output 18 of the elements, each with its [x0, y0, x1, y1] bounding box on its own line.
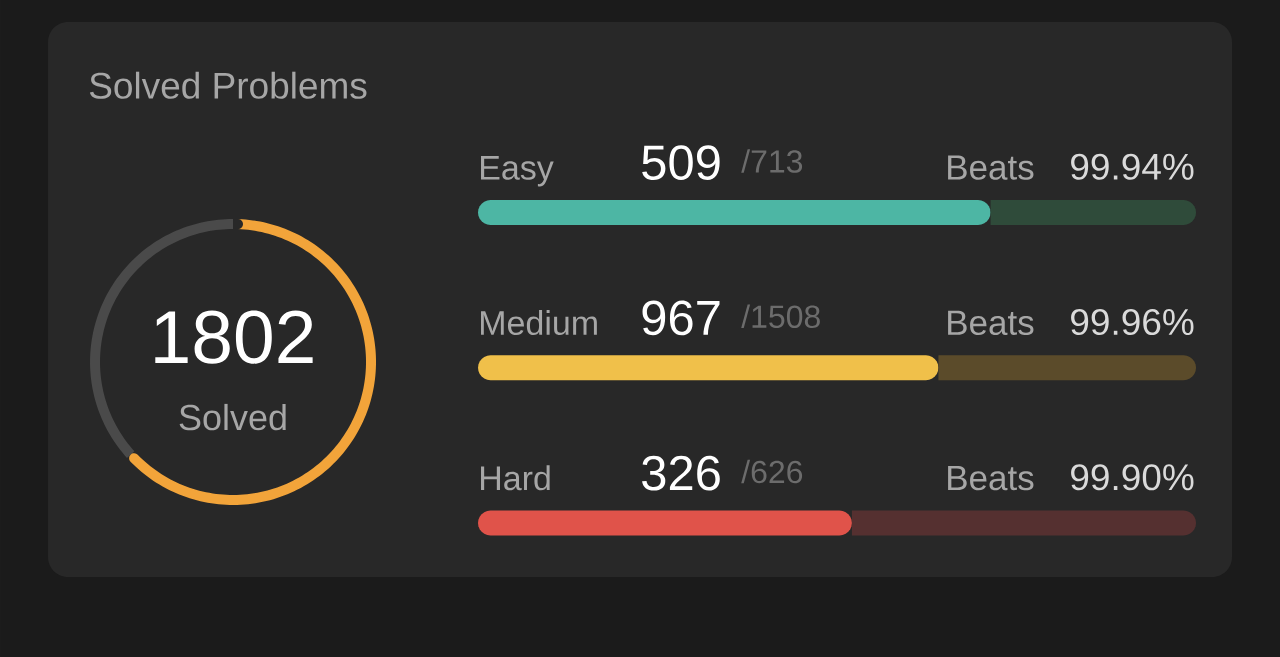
total-label: /1508 [741, 304, 820, 329]
annotation: Beats [948, 155, 1034, 180]
y-tick-label: Medium [481, 310, 597, 336]
data-label: 509 [642, 145, 720, 180]
annotation: 99.96% [1071, 308, 1194, 336]
y-tick-label: Easy [481, 156, 554, 187]
data-label: 1802 [155, 310, 313, 364]
total-label: /713 [741, 149, 803, 173]
total-label: /626 [741, 459, 803, 484]
data-label: 967 [642, 300, 720, 336]
annotation: 99.94% [1071, 153, 1194, 180]
chart-title: Solved Problems [89, 71, 367, 99]
annotation: Beats [948, 465, 1034, 491]
data-label: 326 [642, 455, 720, 491]
annotation: 99.90% [1071, 464, 1194, 491]
annotation: Beats [948, 310, 1034, 336]
y-tick-label: Hard [481, 465, 550, 491]
slice-label: Solved [179, 403, 286, 431]
